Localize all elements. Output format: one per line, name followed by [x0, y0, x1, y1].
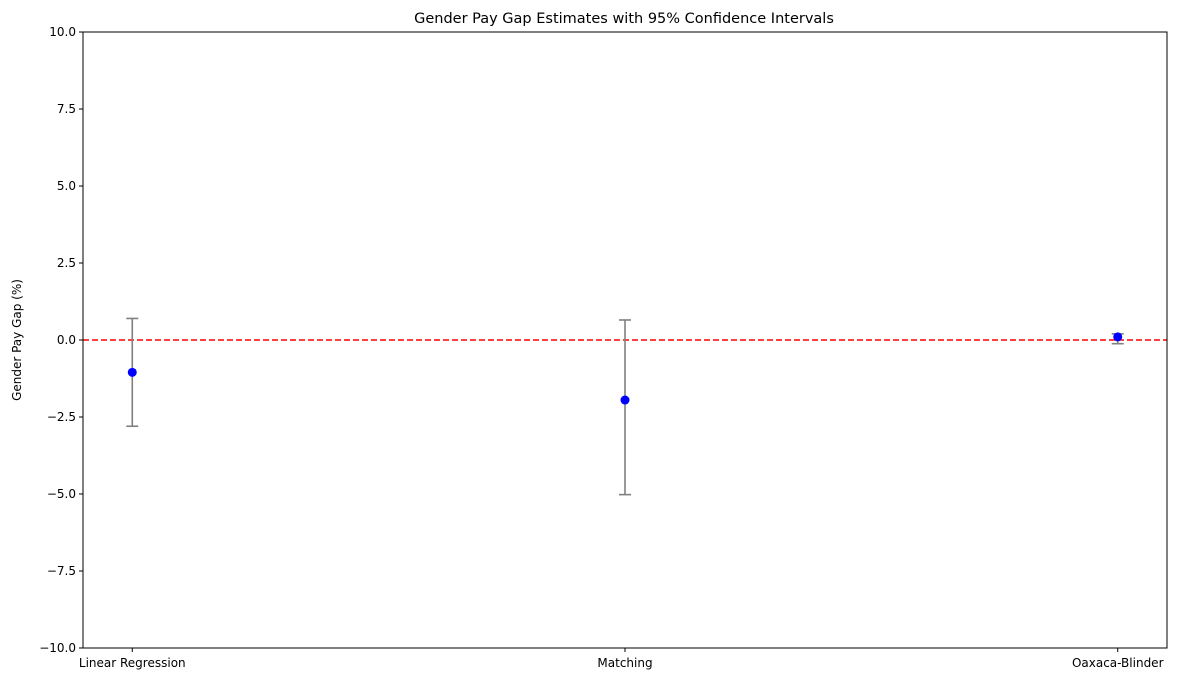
y-tick-label-7: 7.5 — [57, 102, 76, 116]
y-axis-title: Gender Pay Gap (%) — [10, 279, 24, 401]
data-point-1 — [620, 395, 630, 405]
y-tick-label-8: 10.0 — [49, 25, 76, 39]
data-point-2 — [1113, 332, 1123, 342]
y-tick-label-6: 5.0 — [57, 179, 76, 193]
y-tick-label-2: −5.0 — [47, 487, 76, 501]
x-tick-label-1: Matching — [597, 656, 652, 670]
y-tick-label-3: −2.5 — [47, 410, 76, 424]
data-point-0 — [127, 367, 137, 377]
y-tick-label-1: −7.5 — [47, 564, 76, 578]
y-tick-label-0: −10.0 — [39, 641, 76, 655]
x-tick-label-2: Oaxaca-Blinder — [1072, 656, 1164, 670]
y-tick-label-5: 2.5 — [57, 256, 76, 270]
x-tick-label-0: Linear Regression — [79, 656, 186, 670]
chart-title: Gender Pay Gap Estimates with 95% Confid… — [414, 11, 834, 27]
plot-area: −10.0 −7.5 −5.0 −2.5 0.0 2.5 5.0 7.5 10.0 Linear … — [39, 25, 1168, 670]
y-tick-label-4: 0.0 — [57, 333, 76, 347]
